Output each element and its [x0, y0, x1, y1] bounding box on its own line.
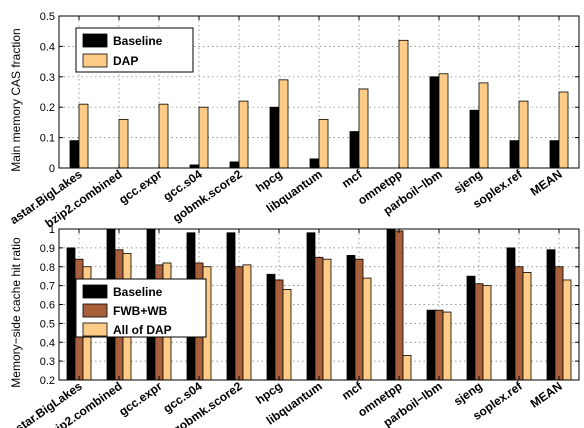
bar-fwb-wb-mcf [354, 258, 364, 381]
bar-baseline-mean [549, 140, 560, 169]
bar-baseline-soplex-ref [509, 140, 520, 169]
bar-baseline-omnetpp [386, 228, 396, 381]
legend-label-dap: DAP [113, 54, 138, 68]
x-tick-label-gcc-expr: gcc.expr [116, 379, 165, 419]
bar-all-of-dap-hpcg [282, 288, 292, 381]
legend-swatch-baseline [82, 284, 108, 299]
x-tick-label-mcf: mcf [339, 378, 365, 402]
bar-fwb-wb-gobmk-score2 [234, 266, 244, 381]
bar-all-of-dap-libquantum [322, 258, 332, 381]
bar-dap-bzip2-combined [118, 118, 129, 169]
chart-1: 00.10.20.30.40.5astar.BigLakesbzip2.comb… [7, 11, 580, 230]
bar-dap-gcc-s04 [198, 106, 209, 169]
y-tick-label: 0.7 [40, 281, 55, 293]
legend-swatch-baseline [82, 33, 108, 48]
bar-fwb-wb-libquantum [314, 256, 324, 381]
bar-baseline-gobmk-score2 [229, 161, 240, 169]
bar-dap-soplex-ref [518, 100, 529, 169]
bar-dap-gcc-expr [158, 103, 169, 169]
y-tick-label: 0.3 [40, 356, 55, 368]
bar-baseline-mean [546, 249, 556, 381]
bar-dap-hpcg [278, 79, 289, 169]
bar-dap-mean [558, 91, 569, 169]
legend-swatch-fwb-wb [82, 303, 108, 318]
y-tick-label: 0.2 [40, 375, 55, 387]
y-tick-label: 1 [49, 224, 55, 236]
bar-baseline-hpcg [269, 106, 280, 169]
y-tick-label: 0.4 [40, 41, 55, 53]
bar-all-of-dap-mcf [362, 277, 372, 381]
y-axis-label: Main memory CAS fraction [9, 28, 23, 171]
legend-label-all-of-dap: All of DAP [113, 323, 172, 337]
bar-dap-libquantum [318, 118, 329, 169]
y-tick-label: 0.3 [40, 72, 55, 84]
legend: Baseline FWB+WB All of DAP [75, 278, 207, 338]
bar-baseline-mcf [349, 131, 360, 169]
x-tick-label-mean: MEAN [528, 379, 565, 411]
chart-2: 0.20.30.40.50.60.70.80.91astar.BigLakesb… [7, 224, 580, 428]
bar-baseline-libquantum [306, 232, 316, 381]
bar-fwb-wb-omnetpp [394, 230, 404, 381]
bar-all-of-dap-gobmk-score2 [242, 264, 252, 381]
bar-all-of-dap-omnetpp [402, 355, 412, 381]
x-tick-label-mcf: mcf [339, 166, 365, 190]
bar-fwb-wb-mean [554, 266, 564, 381]
y-tick-label: 0.6 [40, 300, 55, 312]
bar-baseline-astar-biglakes [66, 247, 76, 381]
y-tick-label: 0.9 [40, 243, 55, 255]
x-tick-label-mean: MEAN [528, 167, 565, 199]
x-tick-label-gcc-expr: gcc.expr [116, 167, 165, 207]
legend: Baseline DAP [75, 27, 194, 73]
bar-baseline-gobmk-score2 [226, 232, 236, 381]
y-tick-label: 0.4 [40, 337, 55, 349]
bar-dap-sjeng [478, 82, 489, 169]
bar-fwb-wb-soplex-ref [514, 266, 524, 381]
x-tick-label-hpcg: hpcg [253, 167, 285, 195]
bar-all-of-dap-soplex-ref [522, 272, 532, 381]
bar-baseline-hpcg [266, 273, 276, 381]
bar-baseline-parboil-lbm [426, 309, 436, 381]
legend-label-baseline: Baseline [113, 34, 163, 48]
bar-baseline-mcf [346, 255, 356, 381]
bar-all-of-dap-sjeng [482, 285, 492, 381]
y-tick-label: 0.8 [40, 262, 55, 274]
y-axis-label: Memory−side cache hit ratio [9, 237, 23, 388]
legend-swatch-all-of-dap [82, 322, 108, 337]
bar-baseline-sjeng [466, 275, 476, 381]
bar-baseline-astar-biglakes [69, 140, 80, 169]
legend-label-baseline: Baseline [113, 285, 163, 299]
bar-all-of-dap-parboil-lbm [442, 311, 452, 381]
bar-fwb-wb-hpcg [274, 279, 284, 381]
bar-fwb-wb-parboil-lbm [434, 309, 444, 381]
bar-dap-omnetpp [398, 39, 409, 169]
x-tick-label-gobmk-score2: gobmk.score2 [170, 167, 245, 225]
bar-baseline-libquantum [309, 158, 320, 169]
y-tick-label: 0.5 [40, 318, 55, 330]
y-tick-label: 0.5 [40, 11, 55, 23]
y-tick-label: 0 [49, 163, 55, 175]
bar-dap-mcf [358, 88, 369, 169]
bar-baseline-parboil-lbm [429, 76, 440, 169]
bar-all-of-dap-mean [562, 279, 572, 381]
bar-baseline-soplex-ref [506, 247, 516, 381]
bar-dap-astar-biglakes [78, 103, 89, 169]
bar-fwb-wb-sjeng [474, 283, 484, 381]
legend-label-fwb-wb: FWB+WB [113, 304, 168, 318]
legend-swatch-dap [82, 53, 108, 68]
x-tick-label-hpcg: hpcg [253, 379, 285, 407]
bar-baseline-sjeng [469, 109, 480, 169]
y-tick-label: 0.1 [40, 133, 55, 145]
bar-dap-gobmk-score2 [238, 100, 249, 169]
y-tick-label: 0.2 [40, 102, 55, 114]
bar-dap-parboil-lbm [438, 73, 449, 169]
